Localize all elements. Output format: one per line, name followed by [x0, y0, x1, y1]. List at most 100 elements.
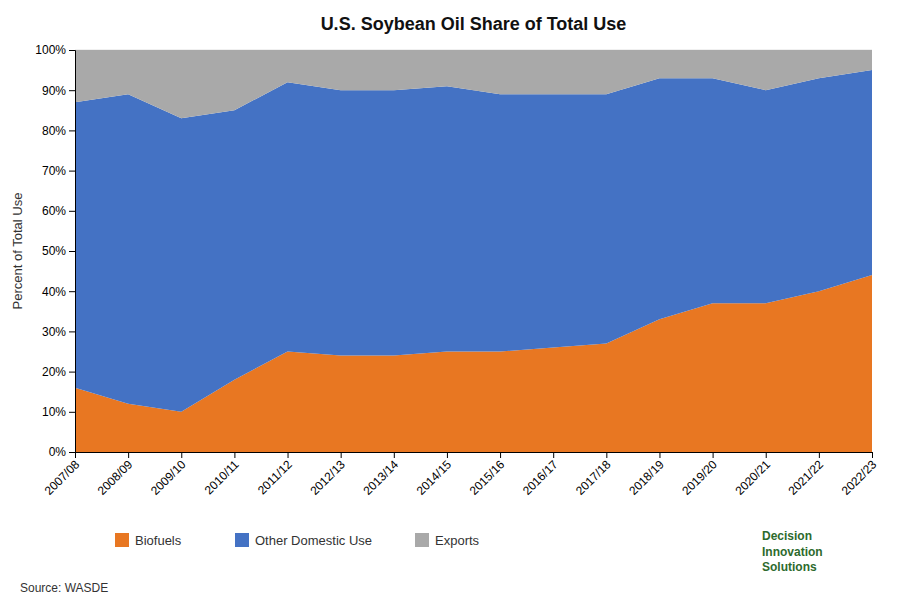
x-tick: 2020/21 [732, 452, 773, 498]
x-tick: 2021/22 [786, 452, 827, 498]
y-tick-mark [69, 171, 75, 172]
area [75, 50, 872, 118]
plot: 2007/08 2008/09 2009/10 2010/11 2011/12 2012/… [35, 43, 879, 498]
x-tick: 2008/09 [95, 452, 136, 498]
y-tick-mark [69, 90, 75, 91]
x-tick-label: 2008/09 [95, 457, 136, 498]
branding: Decision InnovationSolutions [762, 529, 823, 574]
area [75, 70, 872, 412]
y-tick-mark [69, 251, 75, 252]
branding-line: Innovation [762, 545, 823, 559]
x-tick-label: 2013/14 [361, 457, 402, 498]
legend-item: Exports [415, 533, 480, 548]
y-tick-mark [69, 211, 75, 212]
y-tick-label: 60% [42, 204, 66, 218]
x-tick-label: 2015/16 [467, 457, 508, 498]
y-tick: 100% [35, 43, 75, 57]
y-tick-mark [69, 412, 75, 413]
legend-swatch [115, 533, 129, 547]
y-tick-mark [69, 291, 75, 292]
x-tick: 2013/14 [361, 452, 402, 498]
branding-line: Solutions [762, 560, 817, 574]
x-tick: 2010/11 [202, 452, 242, 497]
x-tick: 2017/18 [573, 452, 614, 498]
x-tick: 2018/19 [626, 452, 667, 498]
legend-swatch [415, 533, 429, 547]
y-tick-label: 70% [42, 164, 66, 178]
x-tick-mark [659, 452, 660, 458]
x-tick: 2022/23 [839, 452, 880, 498]
y-tick: 60% [42, 204, 75, 218]
y-tick-mark [69, 331, 75, 332]
y-tick: 0% [49, 445, 75, 459]
legend-item: Other Domestic Use [235, 533, 372, 548]
x-tick-mark [500, 452, 501, 458]
y-tick: 70% [42, 164, 75, 178]
grid [75, 50, 872, 452]
x-tick-mark [128, 452, 129, 458]
x-tick: 2009/10 [148, 452, 189, 498]
legend-swatch [235, 533, 249, 547]
y-axis-title: Percent of Total Use [10, 193, 25, 310]
y-tick: 30% [42, 325, 75, 339]
x-tick: 2015/16 [467, 452, 508, 498]
y-tick-label: 50% [42, 244, 66, 258]
x-tick-mark [713, 452, 714, 458]
x-tick-mark [553, 452, 554, 458]
x-tick-mark [606, 452, 607, 458]
x-tick-label: 2012/13 [307, 457, 348, 498]
y-tick: 80% [42, 124, 75, 138]
y-tick-label: 20% [42, 365, 66, 379]
y-tick: 40% [42, 285, 75, 299]
x-tick-mark [766, 452, 767, 458]
y-tick-label: 30% [42, 325, 66, 339]
x-tick-mark [288, 452, 289, 458]
x-axis-line [76, 453, 873, 459]
x-tick-label: 2021/22 [786, 457, 827, 498]
x-tick-label: 2011/12 [255, 457, 295, 497]
x-tick-label: 2018/19 [626, 457, 667, 498]
x-tick-mark [819, 452, 820, 458]
branding-line: Decision [762, 529, 812, 543]
y-tick-label: 0% [49, 445, 67, 459]
y-tick-label: 90% [42, 84, 66, 98]
x-tick-label: 2016/17 [520, 457, 561, 498]
x-tick-label: 2017/18 [573, 457, 614, 498]
x-tick-label: 2009/10 [148, 457, 189, 498]
y-tick-label: 100% [35, 43, 66, 57]
x-tick: 2014/15 [414, 452, 455, 498]
y-axis-line [69, 51, 76, 453]
x-tick: 2019/20 [679, 452, 720, 498]
y-tick: 90% [42, 84, 75, 98]
y-tick: 50% [42, 244, 75, 258]
x-tick-mark [234, 452, 235, 458]
y-tick-mark [69, 372, 75, 373]
legend-label: Other Domestic Use [255, 533, 372, 548]
y-tick-label: 80% [42, 124, 66, 138]
y-tick-mark [69, 130, 75, 131]
x-tick-label: 2014/15 [414, 457, 455, 498]
y-tick-mark [69, 452, 75, 453]
areas [75, 50, 872, 452]
x-tick-mark [181, 452, 182, 458]
x-tick-label: 2019/20 [679, 457, 720, 498]
y-tick-mark [69, 50, 75, 51]
source-text: Source: WASDE [20, 581, 108, 595]
x-tick: 2016/17 [520, 452, 561, 498]
x-tick-mark [394, 452, 395, 458]
x-axis: 2007/08 2008/09 2009/10 2010/11 2011/12 2012/… [42, 452, 880, 498]
y-tick: 10% [42, 405, 75, 419]
x-tick-label: 2007/08 [42, 457, 83, 498]
chart: 2007/08 2008/09 2009/10 2010/11 2011/12 2012/… [0, 0, 902, 602]
legend: Biofuels Other Domestic Use Exports [115, 533, 480, 548]
x-tick-label: 2020/21 [732, 457, 773, 498]
title: U.S. Soybean Oil Share of Total Use [321, 14, 627, 34]
x-tick-mark [447, 452, 448, 458]
x-tick: 2012/13 [307, 452, 348, 498]
y-axis: 0% 10% 20% 30% 40% 50% 60% 70% 80% 90% 100% [35, 43, 75, 459]
x-tick-label: 2010/11 [202, 457, 242, 497]
legend-item: Biofuels [115, 533, 182, 548]
x-tick-mark [341, 452, 342, 458]
legend-label: Exports [435, 533, 480, 548]
x-tick: 2011/12 [255, 452, 295, 497]
